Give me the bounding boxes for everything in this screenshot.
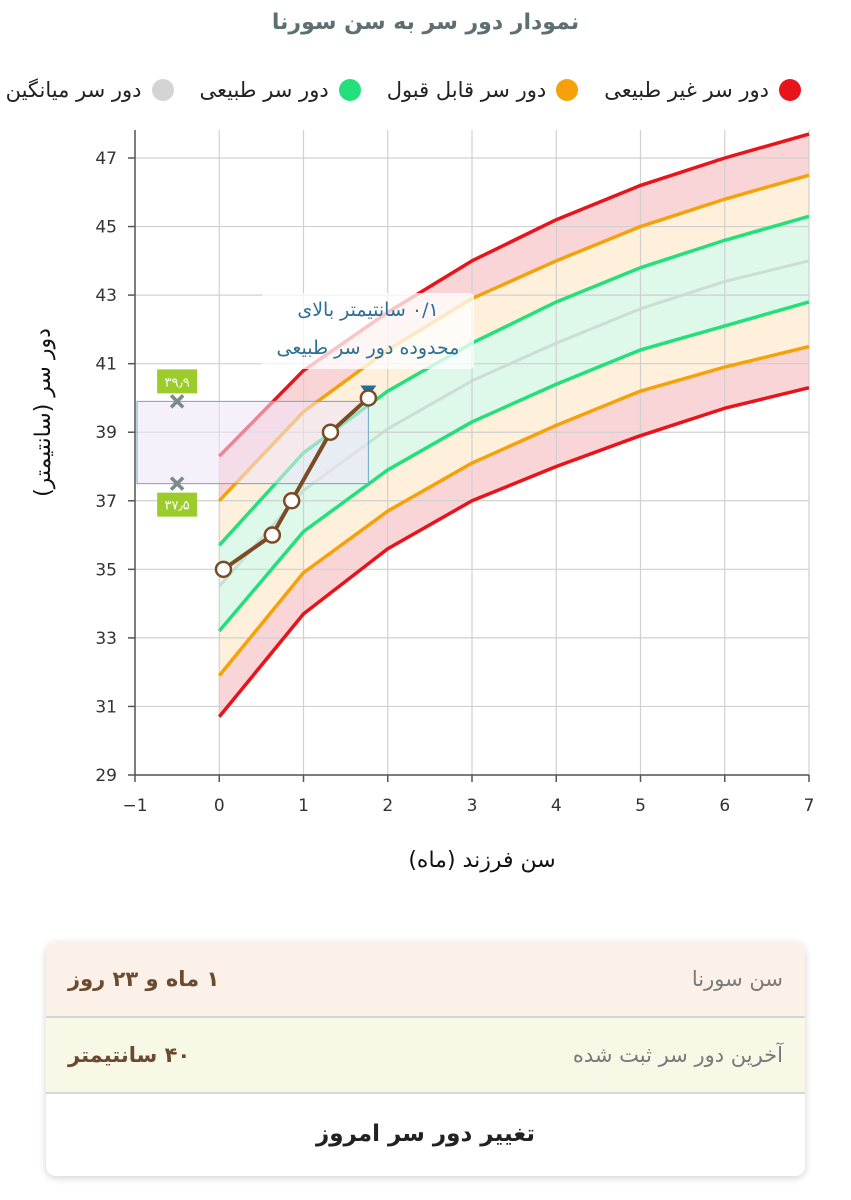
curve-abnormal_lower	[217, 385, 810, 718]
legend-label-acceptable: دور سر قابل قبول	[386, 78, 547, 102]
normal-range-top-label: ۳۹٫۹	[165, 375, 190, 390]
range-bands	[219, 134, 809, 717]
y-tick-label: 43	[95, 286, 117, 306]
annotation-bg	[262, 293, 474, 369]
x-tick-label: −1	[122, 796, 147, 816]
legend-label-normal: دور سر طبیعی	[199, 78, 329, 102]
legend-item-acceptable[interactable]: دور سر قابل قبول	[387, 78, 579, 102]
summary-card: سن سورنا ۱ ماه و ۲۳ روز آخرین دور سر ثبت…	[46, 942, 805, 1176]
x-tick-label: 5	[635, 796, 646, 816]
measurement-point	[282, 492, 301, 510]
age-label: سن سورنا	[691, 967, 783, 991]
annotation-line-2: محدوده دور سر طبیعی	[277, 337, 460, 359]
chart-legend: دور سر غیر طبیعی دور سر قابل قبول دور سر…	[6, 78, 801, 102]
y-axis-label: دور سر (سانتیمتر)	[31, 328, 56, 497]
range-band	[219, 134, 809, 501]
x-tick-label: 0	[214, 796, 225, 816]
legend-item-normal[interactable]: دور سر طبیعی	[200, 78, 361, 102]
x-tick-label: 3	[467, 796, 478, 816]
x-tick-label: 6	[719, 796, 730, 816]
annotation-box: ۰/۱ سانتیمتر بالای محدوده دور سر طبیعی	[262, 293, 474, 369]
y-tick-label: 37	[95, 492, 117, 512]
x-axis-label: سن فرزند (ماه)	[408, 848, 555, 873]
y-tick-label: 33	[95, 629, 117, 649]
legend-dot-normal	[338, 79, 361, 101]
y-tick-label: 47	[95, 149, 117, 169]
range-band	[219, 346, 809, 717]
measurement-point	[214, 560, 233, 579]
cross-stroke	[169, 394, 185, 409]
normal-range-bottom-label-bg	[157, 492, 198, 517]
normal-range-top-label-bg	[157, 369, 198, 394]
legend-item-mean[interactable]: دور سر میانگین	[6, 78, 174, 102]
y-tick-label: 39	[95, 423, 117, 443]
range-band	[219, 175, 809, 546]
legend-label-mean: دور سر میانگین	[5, 78, 142, 102]
chart-title: نمودار دور سر به سن سورنا	[271, 10, 580, 35]
normal-range-box	[136, 400, 369, 485]
normal-range-top-cross	[169, 394, 185, 409]
y-tick-label: 41	[95, 355, 117, 375]
legend-dot-mean	[151, 79, 174, 101]
curve-normal_lower	[217, 300, 810, 633]
y-tick-label: 35	[95, 560, 117, 580]
measurement-point	[263, 526, 282, 544]
annotation-line-1: ۰/۱ سانتیمتر بالای	[297, 299, 438, 321]
y-tick-label: 45	[95, 218, 117, 238]
normal-range-marker: ۳۹٫۹ ۳۷٫۵	[136, 369, 377, 517]
x-tick-label: 7	[804, 796, 815, 816]
legend-item-abnormal[interactable]: دور سر غیر طبیعی	[604, 78, 801, 102]
age-value: ۱ ماه و ۲۳ روز	[68, 967, 220, 991]
legend-label-abnormal: دور سر غیر طبیعی	[604, 78, 769, 102]
y-tick-label: 29	[95, 766, 117, 786]
measurement-series	[214, 389, 378, 579]
range-band	[219, 216, 809, 632]
normal-range-bottom-label: ۳۷٫۵	[165, 499, 190, 514]
last-circumference-value: ۴۰ سانتیمتر	[68, 1043, 191, 1067]
last-circumference-row: آخرین دور سر ثبت شده ۴۰ سانتیمتر	[46, 1018, 805, 1094]
y-tick-label: 31	[95, 697, 117, 717]
head-circumference-chart: ۳۹٫۹۳۷٫۵ −1 0 1 2 3 4 5 6 729313335373941434547س…	[31, 130, 814, 873]
age-row: سن سورنا ۱ ماه و ۲۳ روز	[46, 942, 805, 1018]
cross-stroke	[169, 476, 185, 491]
x-tick-label: 2	[382, 796, 393, 816]
change-circumference-button[interactable]: تغییر دور سر امروز	[316, 1121, 535, 1147]
x-tick-label: 1	[298, 796, 309, 816]
measurement-point	[321, 423, 340, 441]
measurement-point	[359, 389, 378, 407]
legend-dot-abnormal	[779, 79, 801, 101]
range-band	[219, 301, 809, 676]
last-circumference-label: آخرین دور سر ثبت شده	[572, 1043, 783, 1067]
curve-acceptable_lower	[217, 344, 810, 677]
x-tick-label: 4	[551, 796, 562, 816]
normal-range-bottom-cross	[169, 476, 185, 491]
legend-dot-acceptable	[556, 79, 579, 101]
